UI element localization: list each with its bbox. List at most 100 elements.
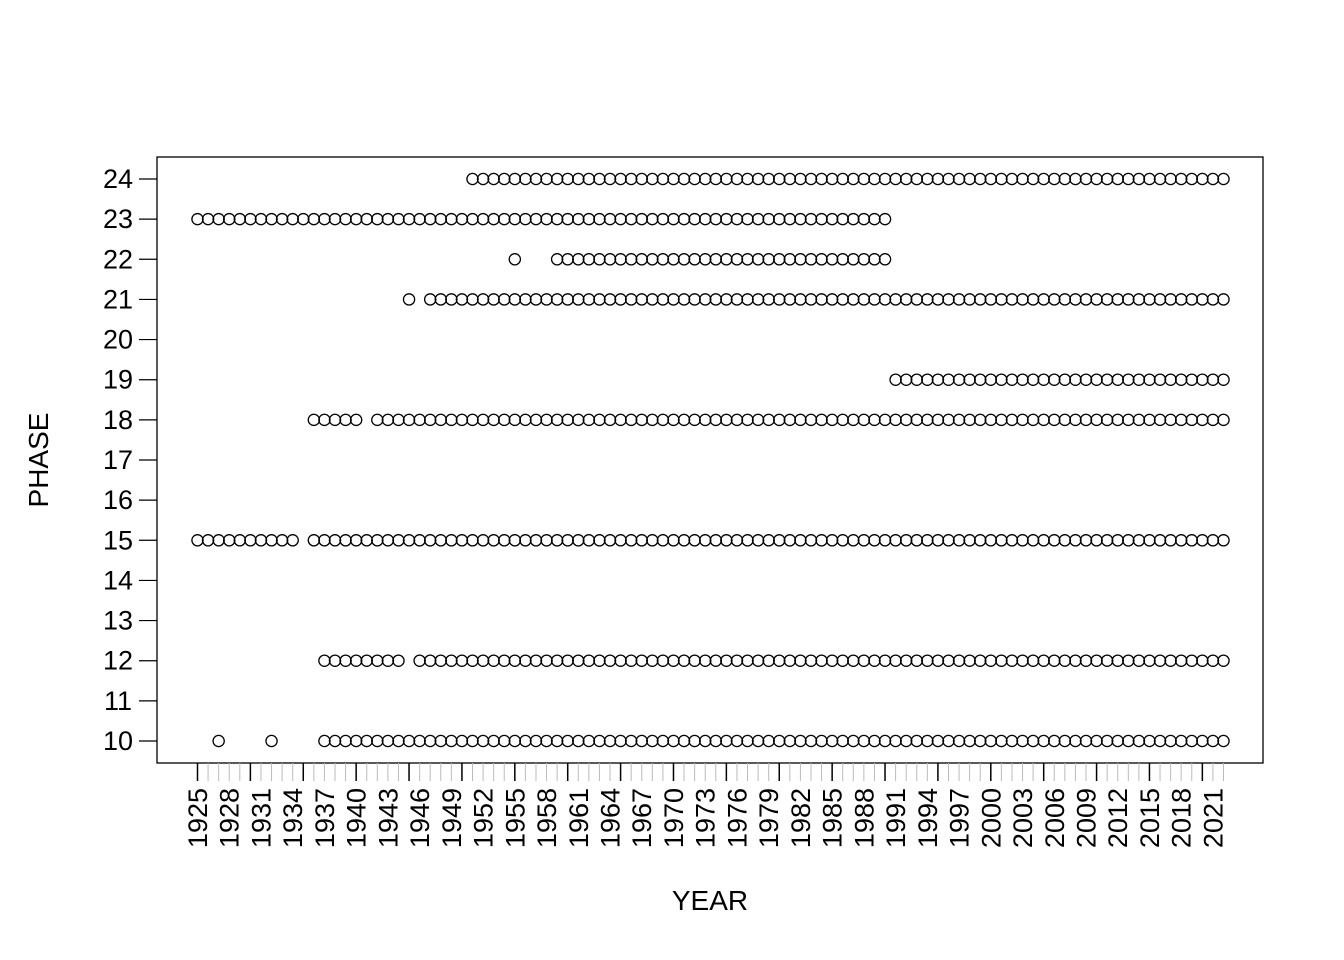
data-point <box>847 534 860 547</box>
data-point <box>762 253 775 266</box>
data-point <box>244 534 257 547</box>
data-point <box>815 212 828 226</box>
data-point <box>720 212 733 226</box>
data-point <box>804 253 818 266</box>
data-point <box>646 413 659 427</box>
data-point <box>720 413 733 427</box>
data-point <box>328 654 342 667</box>
data-point <box>371 212 384 226</box>
data-point <box>487 293 500 306</box>
data-point <box>1206 373 1220 386</box>
data-point <box>381 413 395 427</box>
data-point <box>392 413 405 427</box>
data-point <box>1196 293 1209 306</box>
data-point <box>709 253 723 266</box>
data-point <box>1122 534 1135 547</box>
data-point <box>1079 654 1093 667</box>
data-point <box>1058 413 1072 427</box>
data-point <box>318 212 331 226</box>
data-point <box>318 534 331 547</box>
data-point <box>1174 534 1188 547</box>
x-tick-label: 1970 <box>659 788 689 848</box>
data-point <box>254 534 268 547</box>
data-point <box>1164 413 1177 427</box>
data-point <box>455 654 469 667</box>
data-point <box>847 172 860 186</box>
data-point <box>730 413 744 427</box>
data-point <box>741 534 754 547</box>
y-tick-label: 15 <box>103 525 133 555</box>
data-point <box>529 654 543 667</box>
data-point <box>1196 534 1209 547</box>
data-point <box>730 212 744 226</box>
data-point <box>1174 373 1188 386</box>
data-point <box>593 212 606 226</box>
data-point <box>783 212 797 226</box>
data-point <box>1037 534 1050 547</box>
data-point <box>931 293 945 306</box>
y-tick-label: 17 <box>103 445 133 475</box>
data-point <box>741 212 754 226</box>
data-point <box>222 534 236 547</box>
data-point <box>455 734 469 748</box>
data-point <box>963 734 976 748</box>
data-point <box>889 413 902 427</box>
data-point <box>1048 172 1061 186</box>
data-point <box>1217 654 1230 667</box>
data-point <box>952 172 966 186</box>
data-point <box>921 534 934 547</box>
data-point <box>1058 293 1072 306</box>
data-point <box>836 734 849 748</box>
data-point <box>624 734 638 748</box>
data-point <box>1037 172 1050 186</box>
data-point <box>1217 373 1230 386</box>
data-point <box>836 654 849 667</box>
data-point <box>730 534 744 547</box>
data-point <box>773 172 786 186</box>
data-point <box>741 253 754 266</box>
data-point <box>497 172 511 186</box>
data-point <box>995 413 1008 427</box>
data-point <box>889 293 902 306</box>
x-tick-label: 1952 <box>469 788 499 848</box>
data-point <box>466 212 479 226</box>
data-point <box>910 172 924 186</box>
data-point <box>899 734 913 748</box>
data-point <box>540 293 553 306</box>
data-point <box>487 413 500 427</box>
data-point <box>1217 734 1230 748</box>
data-point <box>381 654 395 667</box>
y-tick-label: 21 <box>103 284 133 314</box>
data-point <box>635 212 648 226</box>
data-point <box>423 413 437 427</box>
data-point <box>1143 534 1156 547</box>
data-point <box>1016 734 1029 748</box>
data-point <box>751 534 765 547</box>
data-point <box>561 293 574 306</box>
data-point <box>603 293 617 306</box>
data-point <box>751 734 765 748</box>
data-point <box>603 654 617 667</box>
data-point <box>1079 534 1093 547</box>
data-point <box>698 172 712 186</box>
data-point <box>783 534 797 547</box>
data-point <box>973 534 987 547</box>
data-point <box>286 534 299 547</box>
data-point <box>1005 293 1019 306</box>
data-point <box>1132 654 1146 667</box>
data-point <box>751 413 765 427</box>
data-point <box>773 534 786 547</box>
data-point <box>529 172 543 186</box>
x-tick-label: 1997 <box>945 788 975 848</box>
data-point <box>635 413 648 427</box>
data-point <box>191 212 204 226</box>
data-point <box>794 172 807 186</box>
data-point <box>1185 534 1199 547</box>
data-point <box>624 413 638 427</box>
data-point <box>910 534 924 547</box>
data-point <box>1016 373 1029 386</box>
data-point <box>1164 534 1177 547</box>
data-point <box>318 654 331 667</box>
data-point <box>1016 654 1029 667</box>
data-point <box>561 654 574 667</box>
